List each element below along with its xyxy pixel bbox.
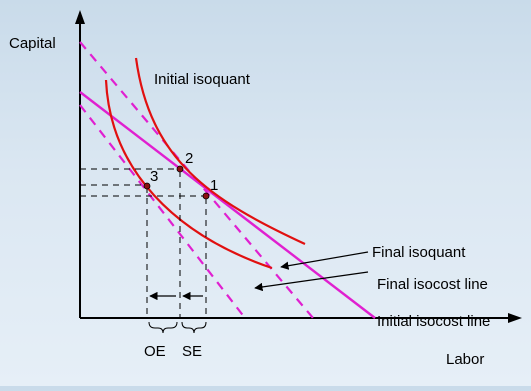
final-isoquant-label: Final isoquant — [372, 244, 466, 261]
y-axis-label: Capital — [9, 35, 56, 52]
final-isoquant-curve — [104, 79, 273, 270]
oe-brace — [148, 321, 178, 334]
final-isocost-label: Final isocost line — [377, 276, 488, 293]
isocost-line-dashed-lower — [79, 104, 246, 319]
point-1-label: 1 — [210, 177, 218, 194]
guide-lines — [80, 168, 207, 318]
point-2-marker — [176, 165, 184, 173]
x-axis-label: Labor — [446, 351, 484, 368]
se-label: SE — [182, 343, 202, 360]
isocost-line-solid — [79, 91, 376, 319]
initial-isoquant-label: Initial isoquant — [154, 71, 251, 88]
point-3-marker — [143, 182, 151, 190]
oe-label: OE — [144, 343, 166, 360]
initial-isoquant-curve — [134, 57, 306, 245]
final-isocost-pointer — [254, 271, 369, 292]
point-1-marker — [202, 192, 210, 200]
x-axis-arrowhead — [508, 313, 522, 323]
se-brace — [181, 321, 207, 334]
final-isoquant-pointer — [280, 251, 369, 270]
y-axis-arrowhead — [75, 10, 85, 24]
point-3-label: 3 — [150, 168, 158, 185]
initial-isocost-label: Initial isocost line — [377, 313, 490, 330]
point-2-label: 2 — [185, 150, 193, 167]
